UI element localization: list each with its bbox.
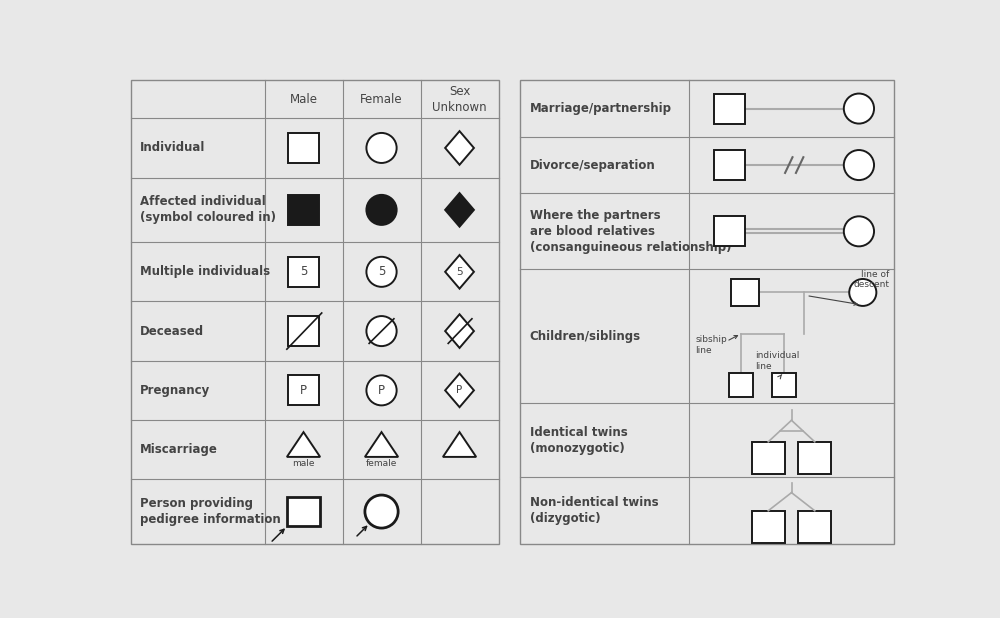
Bar [288, 316, 319, 346]
Text: 5: 5 [456, 267, 463, 277]
Text: Individual: Individual [140, 142, 205, 154]
Bar [288, 195, 319, 225]
Bar [798, 442, 831, 474]
Text: Marriage/partnership: Marriage/partnership [530, 102, 672, 115]
Text: Sex
Unknown: Sex Unknown [432, 85, 487, 114]
Bar [288, 257, 319, 287]
Text: Pregnancy: Pregnancy [140, 384, 210, 397]
Polygon shape [445, 131, 474, 165]
Circle shape [366, 257, 397, 287]
Text: Miscarriage: Miscarriage [140, 443, 218, 456]
Text: 5: 5 [300, 265, 307, 278]
Text: individual
line: individual line [755, 351, 799, 371]
Bar [714, 216, 745, 247]
Polygon shape [445, 255, 474, 289]
Text: P: P [300, 384, 307, 397]
Bar [288, 133, 319, 163]
Text: Divorce/separation: Divorce/separation [530, 159, 655, 172]
Polygon shape [287, 432, 320, 457]
Circle shape [844, 93, 874, 124]
Bar [714, 150, 745, 180]
Bar [714, 93, 745, 124]
Text: Children/siblings: Children/siblings [530, 330, 641, 343]
Polygon shape [445, 373, 474, 407]
Text: Non-identical twins
(dizygotic): Non-identical twins (dizygotic) [530, 496, 658, 525]
Text: sibship
line: sibship line [695, 335, 727, 355]
Bar [772, 373, 796, 397]
Circle shape [366, 316, 397, 346]
Polygon shape [445, 315, 474, 348]
Circle shape [366, 195, 397, 225]
Text: female: female [366, 459, 397, 468]
Bar [798, 510, 831, 543]
Circle shape [844, 150, 874, 180]
Bar [287, 497, 320, 526]
Text: Male: Male [290, 93, 318, 106]
Circle shape [365, 495, 398, 528]
Text: line of
descent: line of descent [853, 270, 889, 289]
Circle shape [366, 375, 397, 405]
Text: Person providing
pedigree information: Person providing pedigree information [140, 497, 280, 526]
Bar [752, 510, 785, 543]
Text: Where the partners
are blood relatives
(consanguineous relationship): Where the partners are blood relatives (… [530, 209, 731, 254]
Bar [731, 279, 759, 306]
Text: P: P [456, 386, 463, 396]
Text: Identical twins
(monozygotic): Identical twins (monozygotic) [530, 426, 627, 455]
Polygon shape [365, 432, 398, 457]
Bar [288, 375, 319, 405]
Polygon shape [443, 432, 476, 457]
Text: Affected individual
(symbol coloured in): Affected individual (symbol coloured in) [140, 195, 276, 224]
Circle shape [849, 279, 876, 306]
Text: Multiple individuals: Multiple individuals [140, 265, 270, 278]
Polygon shape [445, 193, 474, 227]
Text: Deceased: Deceased [140, 324, 204, 337]
Bar [520, 80, 894, 544]
Circle shape [844, 216, 874, 247]
Bar [729, 373, 753, 397]
Text: male: male [292, 459, 315, 468]
Text: 5: 5 [378, 265, 385, 278]
Bar [752, 442, 785, 474]
Circle shape [366, 133, 397, 163]
Text: Female: Female [360, 93, 403, 106]
Bar [131, 80, 499, 544]
Text: P: P [378, 384, 385, 397]
